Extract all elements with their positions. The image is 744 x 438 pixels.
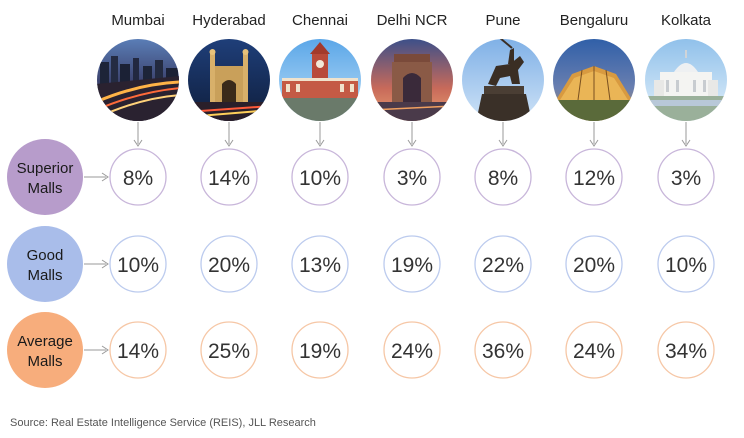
row-label-average-line1: Average — [17, 333, 73, 350]
value-ring-good-hyderabad: 20% — [200, 235, 258, 293]
down-arrow-mumbai — [133, 122, 143, 147]
down-arrow-chennai — [315, 122, 325, 147]
mumbai-marine-drive-photo — [97, 39, 179, 121]
city-label-kolkata: Kolkata — [661, 12, 712, 29]
value-label-superior-hyderabad: 14% — [208, 167, 250, 190]
value-label-superior-bengaluru: 12% — [573, 167, 615, 190]
value-label-average-kolkata: 34% — [665, 340, 707, 363]
value-label-good-hyderabad: 20% — [208, 254, 250, 277]
value-label-superior-pune: 8% — [488, 167, 518, 190]
city-label-bengaluru: Bengaluru — [560, 12, 628, 29]
value-ring-good-pune: 22% — [474, 235, 532, 293]
row-badge-average — [7, 312, 83, 388]
city-label-chennai: Chennai — [292, 12, 348, 29]
row-label-good-line1: Good — [27, 247, 64, 264]
value-ring-superior-kolkata: 3% — [657, 148, 715, 206]
value-label-average-delhi-ncr: 24% — [391, 340, 433, 363]
value-ring-superior-hyderabad: 14% — [200, 148, 258, 206]
value-ring-average-mumbai: 14% — [109, 321, 167, 379]
right-arrow-superior — [84, 172, 109, 182]
value-ring-average-chennai: 19% — [291, 321, 349, 379]
value-label-average-bengaluru: 24% — [573, 340, 615, 363]
value-label-good-delhi-ncr: 19% — [391, 254, 433, 277]
row-label-average-line2: Malls — [27, 353, 62, 370]
value-ring-good-bengaluru: 20% — [565, 235, 623, 293]
city-label-mumbai: Mumbai — [111, 12, 164, 29]
value-label-good-mumbai: 10% — [117, 254, 159, 277]
down-arrow-hyderabad — [224, 122, 234, 147]
value-label-good-pune: 22% — [482, 254, 524, 277]
value-label-good-chennai: 13% — [299, 254, 341, 277]
victoria-memorial-photo — [645, 39, 727, 121]
row-badge-good — [7, 226, 83, 302]
value-ring-good-chennai: 13% — [291, 235, 349, 293]
value-label-average-mumbai: 14% — [117, 340, 159, 363]
value-ring-average-bengaluru: 24% — [565, 321, 623, 379]
value-ring-average-kolkata: 34% — [657, 321, 715, 379]
chennai-central-photo — [279, 39, 361, 121]
value-ring-good-mumbai: 10% — [109, 235, 167, 293]
down-arrow-kolkata — [681, 122, 691, 147]
value-label-average-pune: 36% — [482, 340, 524, 363]
source-note: Source: Real Estate Intelligence Service… — [10, 417, 316, 429]
value-label-superior-delhi-ncr: 3% — [397, 167, 427, 190]
value-ring-average-hyderabad: 25% — [200, 321, 258, 379]
down-arrow-delhi-ncr — [407, 122, 417, 147]
row-label-superior-line1: Superior — [17, 160, 74, 177]
value-ring-good-delhi-ncr: 19% — [383, 235, 441, 293]
city-label-hyderabad: Hyderabad — [192, 12, 265, 29]
value-label-superior-chennai: 10% — [299, 167, 341, 190]
value-ring-superior-delhi-ncr: 3% — [383, 148, 441, 206]
value-ring-superior-mumbai: 8% — [109, 148, 167, 206]
charminar-photo — [188, 39, 270, 121]
value-label-average-hyderabad: 25% — [208, 340, 250, 363]
value-ring-average-delhi-ncr: 24% — [383, 321, 441, 379]
value-ring-superior-bengaluru: 12% — [565, 148, 623, 206]
right-arrow-average — [84, 345, 109, 355]
row-badge-superior — [7, 139, 83, 215]
value-label-superior-mumbai: 8% — [123, 167, 153, 190]
india-gate-photo — [371, 39, 453, 121]
value-label-superior-kolkata: 3% — [671, 167, 701, 190]
right-arrow-good — [84, 259, 109, 269]
city-label-pune: Pune — [485, 12, 520, 29]
shivaji-statue-photo — [462, 39, 544, 121]
down-arrow-pune — [498, 122, 508, 147]
city-label-delhi-ncr: Delhi NCR — [377, 12, 448, 29]
bengaluru-glass-house-photo — [553, 39, 635, 121]
value-ring-good-kolkata: 10% — [657, 235, 715, 293]
value-ring-average-pune: 36% — [474, 321, 532, 379]
value-ring-superior-chennai: 10% — [291, 148, 349, 206]
row-label-superior-line2: Malls — [27, 180, 62, 197]
down-arrow-bengaluru — [589, 122, 599, 147]
row-label-good-line2: Malls — [27, 267, 62, 284]
value-ring-superior-pune: 8% — [474, 148, 532, 206]
value-label-good-kolkata: 10% — [665, 254, 707, 277]
value-label-good-bengaluru: 20% — [573, 254, 615, 277]
value-label-average-chennai: 19% — [299, 340, 341, 363]
